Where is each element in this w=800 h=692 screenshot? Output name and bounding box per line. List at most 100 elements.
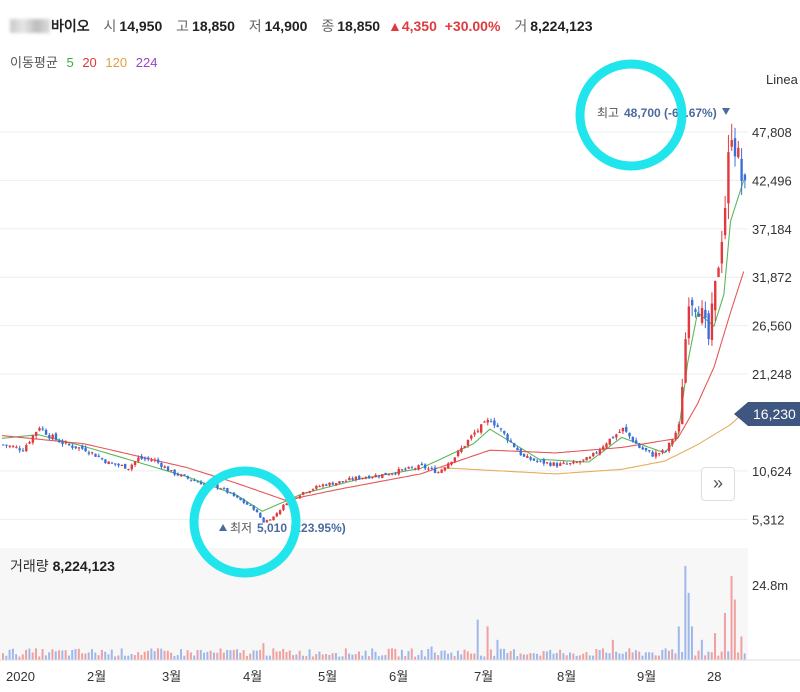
volume-bar [667,650,670,660]
max-marker-arrow [722,108,730,115]
volume-bar [410,648,413,660]
volume-bar [740,636,743,660]
volume-bar [275,651,278,660]
candle-body [671,439,674,445]
volume-bar [34,648,37,660]
candle-body [186,476,190,479]
volume-bar [532,653,535,660]
volume-bar [110,649,113,660]
max-price-label: 최고 [597,106,619,120]
volume-bar [269,655,272,660]
candle-body [489,421,493,423]
candle-body [143,458,147,460]
candle-body [555,463,559,467]
candle-body [298,495,302,499]
candle-body [714,280,717,311]
candle-body [601,446,605,450]
volume-bar [460,654,463,660]
volume-bar [618,653,621,660]
candle-body [456,450,460,457]
volume-bar [568,652,571,660]
volume-bar [562,653,565,660]
volume-bar [684,565,687,660]
candle-body [259,512,262,518]
candle-body [163,466,166,468]
candle-body [479,424,483,433]
volume-bar [18,656,21,660]
candle-body [252,505,255,510]
volume-bar [595,649,598,660]
volume-bar [644,652,647,660]
candle-body [628,432,631,437]
volume-bar [615,651,618,660]
candle-body [466,439,470,446]
volume-bar [621,653,624,660]
volume-bar [147,650,150,660]
volume-bar [51,649,54,660]
volume-bar [601,648,604,660]
candle-body [54,433,58,440]
candle-body [278,510,282,514]
candle-body [104,459,107,464]
volume-bar [11,648,14,660]
candle-body [295,497,298,499]
candle-body [127,468,130,470]
moving-average-lines [1,180,745,512]
candle-body [638,443,641,448]
volume-bar [87,652,90,660]
volume-bar [265,655,268,660]
scroll-to-latest-button[interactable]: » [701,467,735,501]
volume-bar [374,651,377,660]
candle-body [232,492,236,497]
high-label: 고 [176,18,190,34]
volume-bar [727,651,730,660]
volume-bar [588,655,591,660]
candle-body [394,473,397,475]
candle-body [285,503,288,506]
volume-bar [295,654,298,660]
candle-body [222,488,226,490]
candle-body [8,445,11,447]
moving-average-legend[interactable]: 이동평균 5 20 120 224 [10,52,162,71]
candle-body [499,428,503,430]
ma-20-legend: 20 [82,55,97,70]
candle-body [193,480,196,482]
volume-bar [219,648,222,660]
stock-header: 바이오 시 14,950 고 18,850 저 14,900 종 18,850 ▲4,3… [0,0,800,80]
candle-body [58,440,61,443]
volume-bar [651,652,654,660]
volume-bar [107,654,110,660]
candle-body [476,430,480,432]
volume-bar [687,592,690,660]
candle-body [509,440,513,442]
ma-120-legend: 120 [105,55,128,70]
candle-body [727,152,730,204]
candle-body [351,478,354,480]
volume-bar [156,648,159,660]
x-tick-label: 9월 [637,669,656,684]
volume-bar [252,650,255,660]
candle-body [437,472,440,474]
volume-bar [384,655,387,660]
candle-body [710,303,714,341]
candle-body [315,485,318,489]
candle-body [321,484,325,487]
scale-mode-label[interactable]: Linea [766,72,799,87]
candle-body [387,474,391,476]
candle-body [196,481,199,483]
candle-body [598,449,602,455]
volume-bar [21,654,24,660]
min-price-annotation: 최저 5,010 (223.95%) [219,521,346,535]
volume-bar [440,650,443,660]
ma-20-line [1,271,745,501]
candle-body [654,452,658,457]
volume-bar [381,655,384,660]
candle-body [71,445,74,448]
volume-bar [133,655,136,660]
candle-body [460,447,463,452]
volume-bar [516,656,519,660]
volume-bar [180,649,183,660]
volume-bar [2,653,4,660]
candle-body [512,443,516,448]
